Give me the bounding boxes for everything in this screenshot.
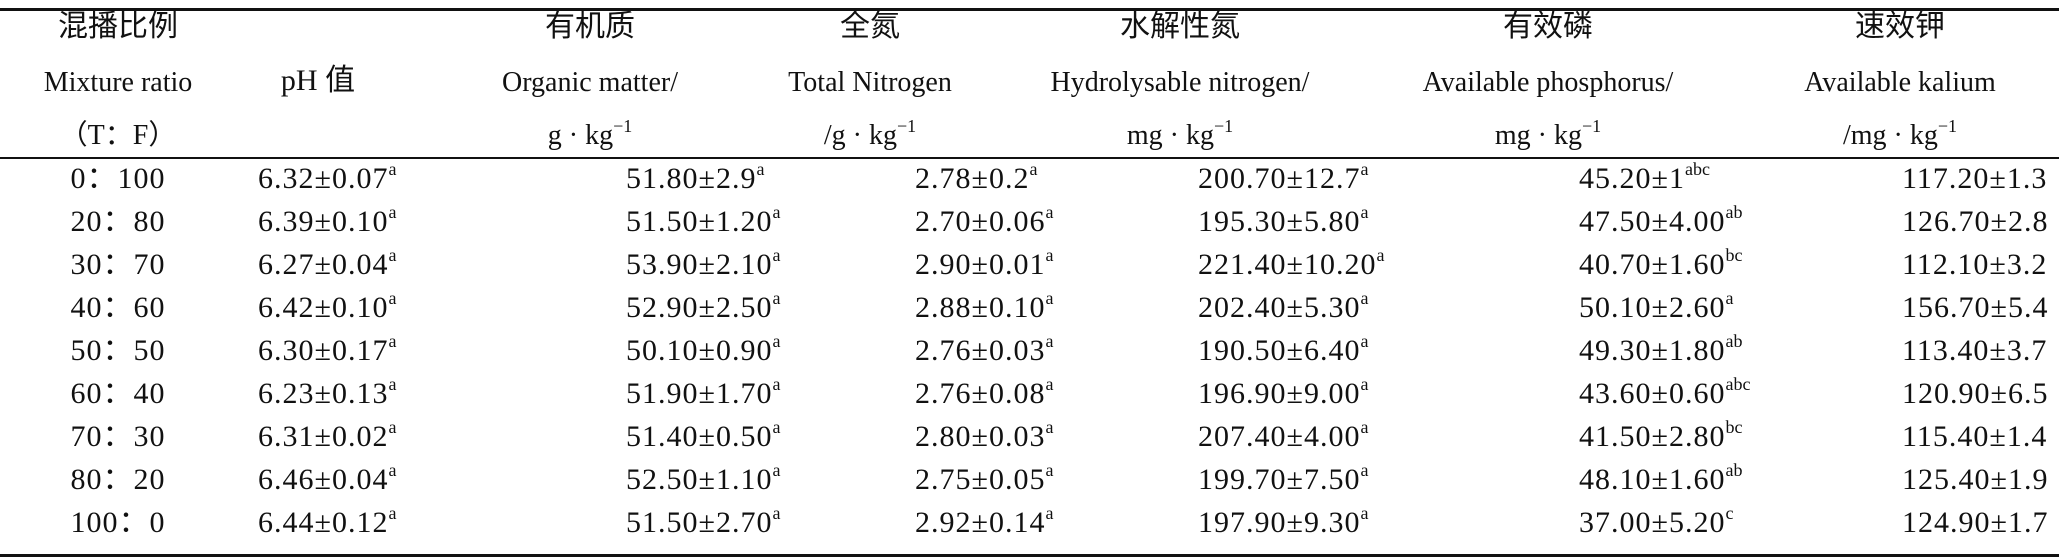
header-organic-unit: g · kg−1 (547, 116, 633, 151)
hydrolysable-nitrogen-cell: 196.90±9.00a (1198, 374, 1369, 410)
hydrolysable-nitrogen-cell: 221.40±10.20a (1198, 245, 1385, 281)
ratio-cell: 0：100 (70, 162, 166, 195)
table-row: 100：0 6.44±0.12a 51.50±2.70a 2.92±0.14a … (0, 504, 2059, 546)
available-phosphorus-cell: 40.70±1.60bc (1579, 245, 1743, 281)
hydrolysable-nitrogen-cell: 202.40±5.30a (1198, 288, 1369, 324)
hydrolysable-nitrogen-cell: 199.70±7.50a (1198, 460, 1369, 496)
available-phosphorus-cell: 43.60±0.60abc (1579, 374, 1751, 410)
available-kalium-cell: 124.90±1.7 (1902, 506, 2049, 539)
available-kalium-cell: 120.90±6.5 (1902, 377, 2049, 410)
header-total-n-zh: 全氮 (840, 9, 900, 44)
available-kalium-cell: 117.20±1.3 (1902, 162, 2048, 195)
available-kalium-cell: 115.40±1.4 (1902, 420, 2048, 453)
organic-matter-cell: 53.90±2.10a (626, 245, 781, 281)
header-ph: pH 值 (280, 64, 356, 97)
available-kalium-cell: 156.70±5.4 (1902, 291, 2049, 324)
table-row: 30：70 6.27±0.04a 53.90±2.10a 2.90±0.01a … (0, 246, 2059, 288)
available-phosphorus-cell: 48.10±1.60ab (1579, 460, 1743, 496)
header-hydro-n-en: Hydrolysable nitrogen/ (1050, 67, 1310, 98)
header-total-n-unit: /g · kg−1 (823, 116, 917, 151)
hydrolysable-nitrogen-cell: 197.90±9.30a (1198, 503, 1369, 539)
header-organic-en: Organic matter/ (502, 67, 678, 98)
header-hydro-n-unit: mg · kg−1 (1126, 116, 1234, 151)
available-phosphorus-cell: 41.50±2.80bc (1579, 417, 1743, 453)
ratio-cell: 70：30 (70, 420, 166, 453)
header-avail-p-en: Available phosphorus/ (1422, 67, 1674, 98)
available-phosphorus-cell: 37.00±5.20c (1579, 503, 1734, 539)
ph-cell: 6.44±0.12a (258, 503, 397, 539)
available-kalium-cell: 113.40±3.7 (1902, 334, 2048, 367)
ph-cell: 6.23±0.13a (258, 374, 397, 410)
header-avail-k-en: Available kalium (1804, 67, 1996, 98)
total-nitrogen-cell: 2.80±0.03a (915, 417, 1054, 453)
ph-cell: 6.42±0.10a (258, 288, 397, 324)
organic-matter-cell: 51.40±0.50a (626, 417, 781, 453)
table-row: 60：40 6.23±0.13a 51.90±1.70a 2.76±0.08a … (0, 375, 2059, 417)
table-row: 70：30 6.31±0.02a 51.40±0.50a 2.80±0.03a … (0, 418, 2059, 460)
available-phosphorus-cell: 49.30±1.80ab (1579, 331, 1743, 367)
total-nitrogen-cell: 2.76±0.08a (915, 374, 1054, 410)
total-nitrogen-cell: 2.78±0.2a (915, 159, 1038, 195)
total-nitrogen-cell: 2.76±0.03a (915, 331, 1054, 367)
ratio-cell: 100：0 (70, 506, 166, 539)
total-nitrogen-cell: 2.88±0.10a (915, 288, 1054, 324)
hydrolysable-nitrogen-cell: 195.30±5.80a (1198, 202, 1369, 238)
table-top-rule (0, 8, 2059, 11)
table-row: 80：20 6.46±0.04a 52.50±1.10a 2.75±0.05a … (0, 461, 2059, 503)
table-row: 0：100 6.32±0.07a 51.80±2.9a 2.78±0.2a 20… (0, 160, 2059, 202)
ratio-cell: 60：40 (70, 377, 166, 410)
ph-cell: 6.39±0.10a (258, 202, 397, 238)
header-ratio-unit: （T：F） (59, 120, 177, 151)
available-phosphorus-cell: 47.50±4.00ab (1579, 202, 1743, 238)
hydrolysable-nitrogen-cell: 190.50±6.40a (1198, 331, 1369, 367)
header-avail-p-unit: mg · kg−1 (1494, 116, 1602, 151)
organic-matter-cell: 50.10±0.90a (626, 331, 781, 367)
organic-matter-cell: 51.90±1.70a (626, 374, 781, 410)
available-phosphorus-cell: 45.20±1abc (1579, 159, 1710, 195)
table-bottom-rule (0, 554, 2059, 557)
organic-matter-cell: 51.50±1.20a (626, 202, 781, 238)
total-nitrogen-cell: 2.90±0.01a (915, 245, 1054, 281)
table-row: 50：50 6.30±0.17a 50.10±0.90a 2.76±0.03a … (0, 332, 2059, 374)
table-header-rule (0, 157, 2059, 159)
header-avail-k-zh: 速效钾 (1855, 9, 1945, 44)
header-ratio-en: Mixture ratio (43, 67, 193, 98)
ph-cell: 6.46±0.04a (258, 460, 397, 496)
available-kalium-cell: 112.10±3.2 (1902, 248, 2048, 281)
header-hydro-n-zh: 水解性氮 (1120, 9, 1240, 44)
header-avail-p-zh: 有效磷 (1503, 9, 1593, 44)
available-kalium-cell: 125.40±1.9 (1902, 463, 2049, 496)
organic-matter-cell: 51.80±2.9a (626, 159, 765, 195)
ph-cell: 6.32±0.07a (258, 159, 397, 195)
header-organic-zh: 有机质 (545, 9, 635, 44)
ratio-cell: 80：20 (70, 463, 166, 496)
hydrolysable-nitrogen-cell: 200.70±12.7a (1198, 159, 1369, 195)
ph-cell: 6.27±0.04a (258, 245, 397, 281)
table-row: 40：60 6.42±0.10a 52.90±2.50a 2.88±0.10a … (0, 289, 2059, 331)
ph-cell: 6.31±0.02a (258, 417, 397, 453)
ratio-cell: 30：70 (70, 248, 166, 281)
header-total-n-en: Total Nitrogen (788, 67, 952, 98)
available-phosphorus-cell: 50.10±2.60a (1579, 288, 1734, 324)
header-ratio-zh: 混播比例 (58, 9, 178, 44)
total-nitrogen-cell: 2.70±0.06a (915, 202, 1054, 238)
ratio-cell: 50：50 (70, 334, 166, 367)
organic-matter-cell: 52.50±1.10a (626, 460, 781, 496)
header-avail-k-unit: /mg · kg−1 (1842, 116, 1958, 151)
total-nitrogen-cell: 2.92±0.14a (915, 503, 1054, 539)
organic-matter-cell: 52.90±2.50a (626, 288, 781, 324)
ratio-cell: 40：60 (70, 291, 166, 324)
total-nitrogen-cell: 2.75±0.05a (915, 460, 1054, 496)
ratio-cell: 20：80 (70, 205, 166, 238)
ph-cell: 6.30±0.17a (258, 331, 397, 367)
organic-matter-cell: 51.50±2.70a (626, 503, 781, 539)
available-kalium-cell: 126.70±2.8 (1902, 205, 2049, 238)
table-row: 20：80 6.39±0.10a 51.50±1.20a 2.70±0.06a … (0, 203, 2059, 245)
hydrolysable-nitrogen-cell: 207.40±4.00a (1198, 417, 1369, 453)
